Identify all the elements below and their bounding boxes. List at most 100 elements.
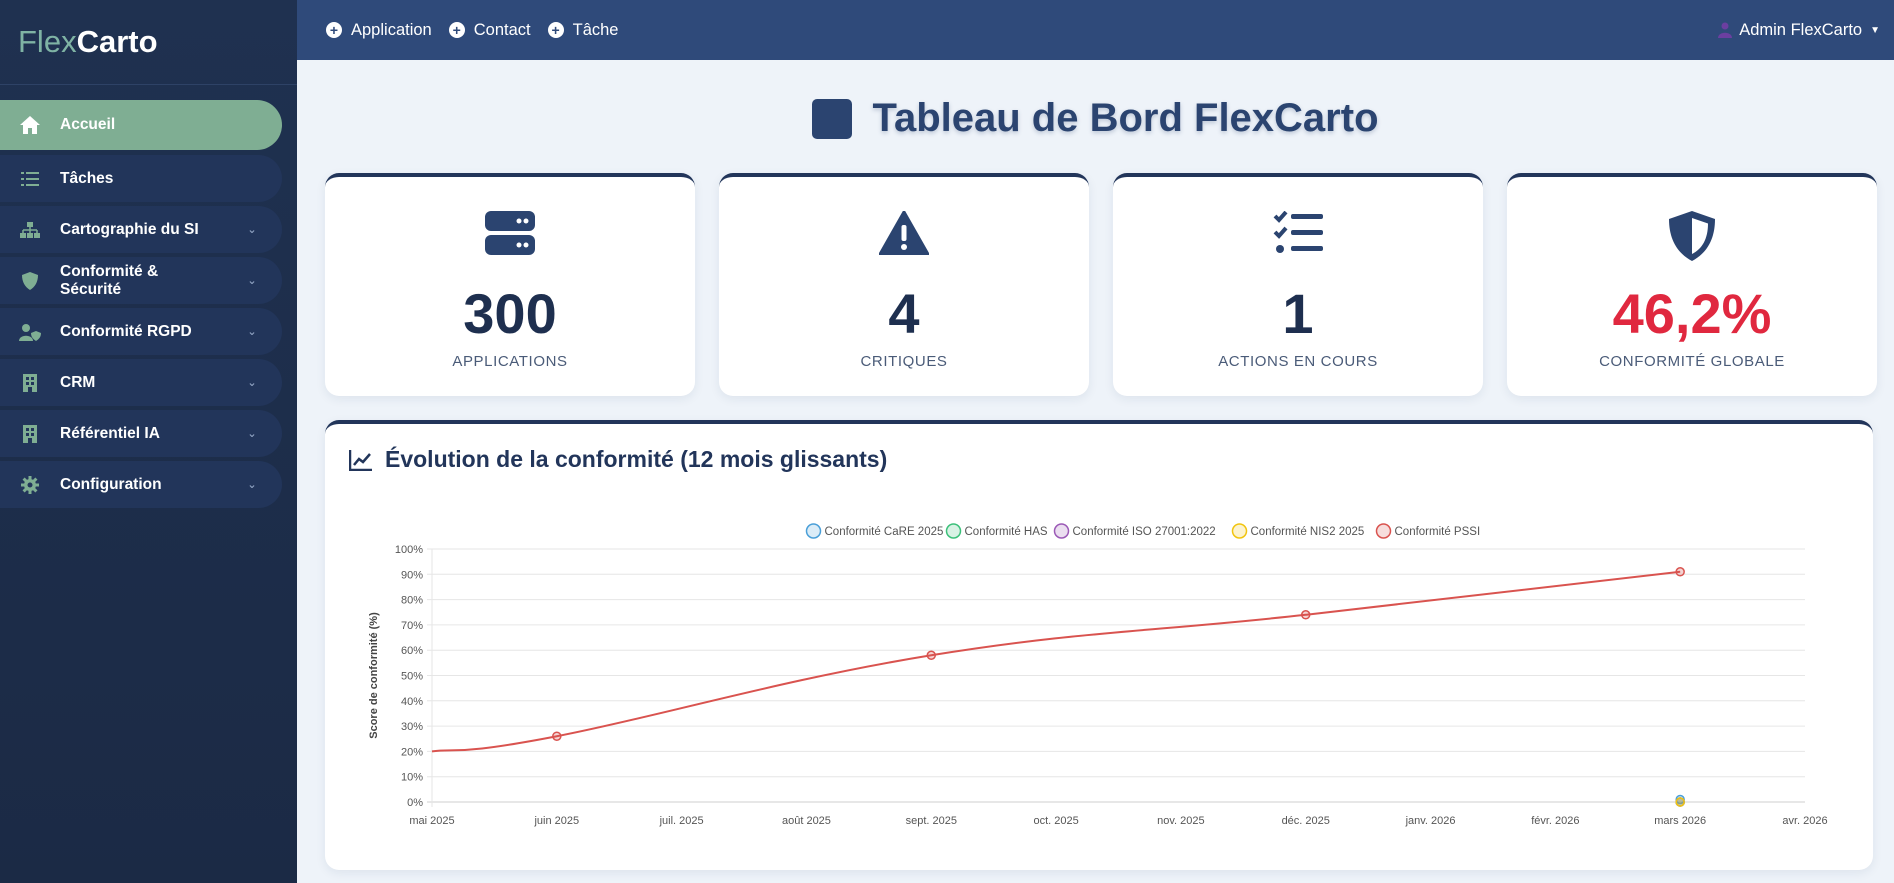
stat-value: 300 [463,282,557,345]
warning-icon [719,211,1089,255]
page-title-text: Tableau de Bord FlexCarto [872,96,1379,140]
y-tick-label: 30% [401,721,423,733]
sidebar-item-rgpd[interactable]: Conformité RGPD ⌄ [0,308,282,355]
y-tick-label: 20% [401,746,423,758]
building-icon [0,373,60,392]
legend-marker [805,523,822,539]
stat-label: ACTIONS EN COURS [1218,353,1378,370]
sidebar-item-label: Conformité & Sécurité [60,262,159,298]
data-point [1300,610,1311,620]
stat-label: CONFORMITÉ GLOBALE [1599,353,1785,370]
plus-circle-icon: + [326,22,342,38]
sidebar-item-label: Configuration [60,475,162,493]
user-icon [1718,22,1733,38]
y-tick-label: 70% [401,620,423,632]
stat-card-applications[interactable]: 300 APPLICATIONS [325,173,695,396]
y-tick-label: 10% [401,772,423,784]
chevron-down-icon: ⌄ [247,377,257,389]
server-icon [325,211,695,255]
sidebar: Flex Carto Accueil Tâches Cartographie du… [0,0,297,883]
add-task-label: Tâche [572,20,619,39]
shield-half-icon [1507,211,1877,261]
legend-label: Conformité CaRE 2025 [825,526,944,538]
x-tick-label: févr. 2026 [1531,815,1579,827]
x-tick-label: août 2025 [782,815,831,827]
sidebar-nav: Accueil Tâches Cartographie du SI ⌄ Conf… [0,85,297,508]
add-contact-label: Contact [473,20,531,39]
data-point [1675,567,1685,577]
data-point [926,650,937,661]
legend-label: Conformité HAS [965,526,1048,538]
sidebar-item-crm[interactable]: CRM ⌄ [0,359,282,406]
legend-marker [1231,523,1248,539]
sidebar-item-configuration[interactable]: Configuration ⌄ [0,461,282,508]
x-tick-label: mars 2026 [1654,815,1706,827]
list-check-icon [0,171,60,187]
y-tick-label: 100% [395,544,423,556]
gear-icon [0,475,60,494]
series-line [431,570,1681,753]
add-application-label: Application [351,20,432,39]
compliance-chart: 0% 10% 20% 30% 40% 50% 60% 70% 80% 90% 100% mai 202… [368,523,1828,827]
chart-card: Évolution de la conformité (12 mois glis… [325,420,1873,870]
stat-value: 1 [1282,282,1314,345]
x-tick-label: avr. 2026 [1782,815,1827,827]
stat-card-conformite[interactable]: 46,2% CONFORMITÉ GLOBALE [1507,173,1877,396]
y-tick-label: 50% [401,671,423,683]
stat-label: APPLICATIONS [452,353,568,370]
y-tick-label: 40% [401,696,423,708]
dashboard-square-icon [812,98,853,139]
y-tick-label: 0% [407,797,423,809]
sidebar-item-cartographie[interactable]: Cartographie du SI ⌄ [0,206,282,253]
legend-marker [1375,523,1392,539]
x-tick-label: mai 2025 [409,815,454,827]
sidebar-item-referentiel-ia[interactable]: Référentiel IA ⌄ [0,410,282,457]
building-icon [0,424,60,443]
x-tick-label: déc. 2025 [1282,815,1330,827]
stats-row: 300 APPLICATIONS 4 CRITIQUES 1 ACTIONS E… [325,173,1877,396]
sidebar-item-accueil[interactable]: Accueil [0,100,282,150]
chevron-down-icon: ⌄ [247,275,257,287]
add-application-link[interactable]: + Application [326,21,432,40]
home-icon [0,115,60,135]
plus-circle-icon: + [547,22,564,38]
x-tick-label: oct. 2025 [1033,815,1078,827]
legend-marker [1053,523,1070,539]
brand-part2: Carto [76,24,158,59]
main-content: Tableau de Bord FlexCarto 300 APPLICATIO… [297,60,1894,883]
chart-line-icon [349,449,372,471]
task-list-icon [1113,211,1483,255]
sidebar-item-taches[interactable]: Tâches [0,155,282,202]
stat-card-critiques[interactable]: 4 CRITIQUES [719,173,1089,396]
stat-card-actions[interactable]: 1 ACTIONS EN COURS [1113,173,1483,396]
stat-value: 4 [888,282,920,345]
sidebar-item-label: Référentiel IA [60,424,160,442]
stat-value: 46,2% [1612,282,1772,345]
legend-marker [945,523,962,539]
topbar: + Application + Contact + Tâche Admin Fl… [297,0,1894,60]
add-task-link[interactable]: + Tâche [547,20,619,40]
chevron-down-icon: ⌄ [247,326,257,338]
brand-logo[interactable]: Flex Carto [0,0,297,85]
x-tick-label: sept. 2025 [906,815,957,827]
legend-label: Conformité ISO 27001:2022 [1073,526,1216,538]
y-tick-label: 60% [401,645,423,657]
legend-label: Conformité PSSI [1395,526,1481,538]
sitemap-icon [0,221,60,238]
data-point [1675,797,1685,807]
y-axis-title: Score de conformité (%) [368,612,380,739]
x-tick-label: juil. 2025 [659,815,704,827]
chevron-down-icon: ⌄ [247,479,257,491]
sidebar-item-conformite-securite[interactable]: Conformité & Sécurité ⌄ [0,257,282,304]
add-contact-link[interactable]: + Contact [448,20,531,40]
sidebar-item-label: Cartographie du SI [60,220,199,238]
plus-circle-icon: + [448,22,465,38]
user-menu[interactable]: Admin FlexCarto ▼ [1718,0,1880,60]
y-tick-label: 90% [401,569,423,581]
user-shield-icon [0,323,60,341]
user-name: Admin FlexCarto [1739,20,1863,39]
x-tick-label: nov. 2025 [1157,815,1205,827]
x-tick-label: juin 2025 [533,815,579,827]
x-tick-label: janv. 2026 [1405,815,1456,827]
chart-title: Évolution de la conformité (12 mois glis… [349,446,887,473]
